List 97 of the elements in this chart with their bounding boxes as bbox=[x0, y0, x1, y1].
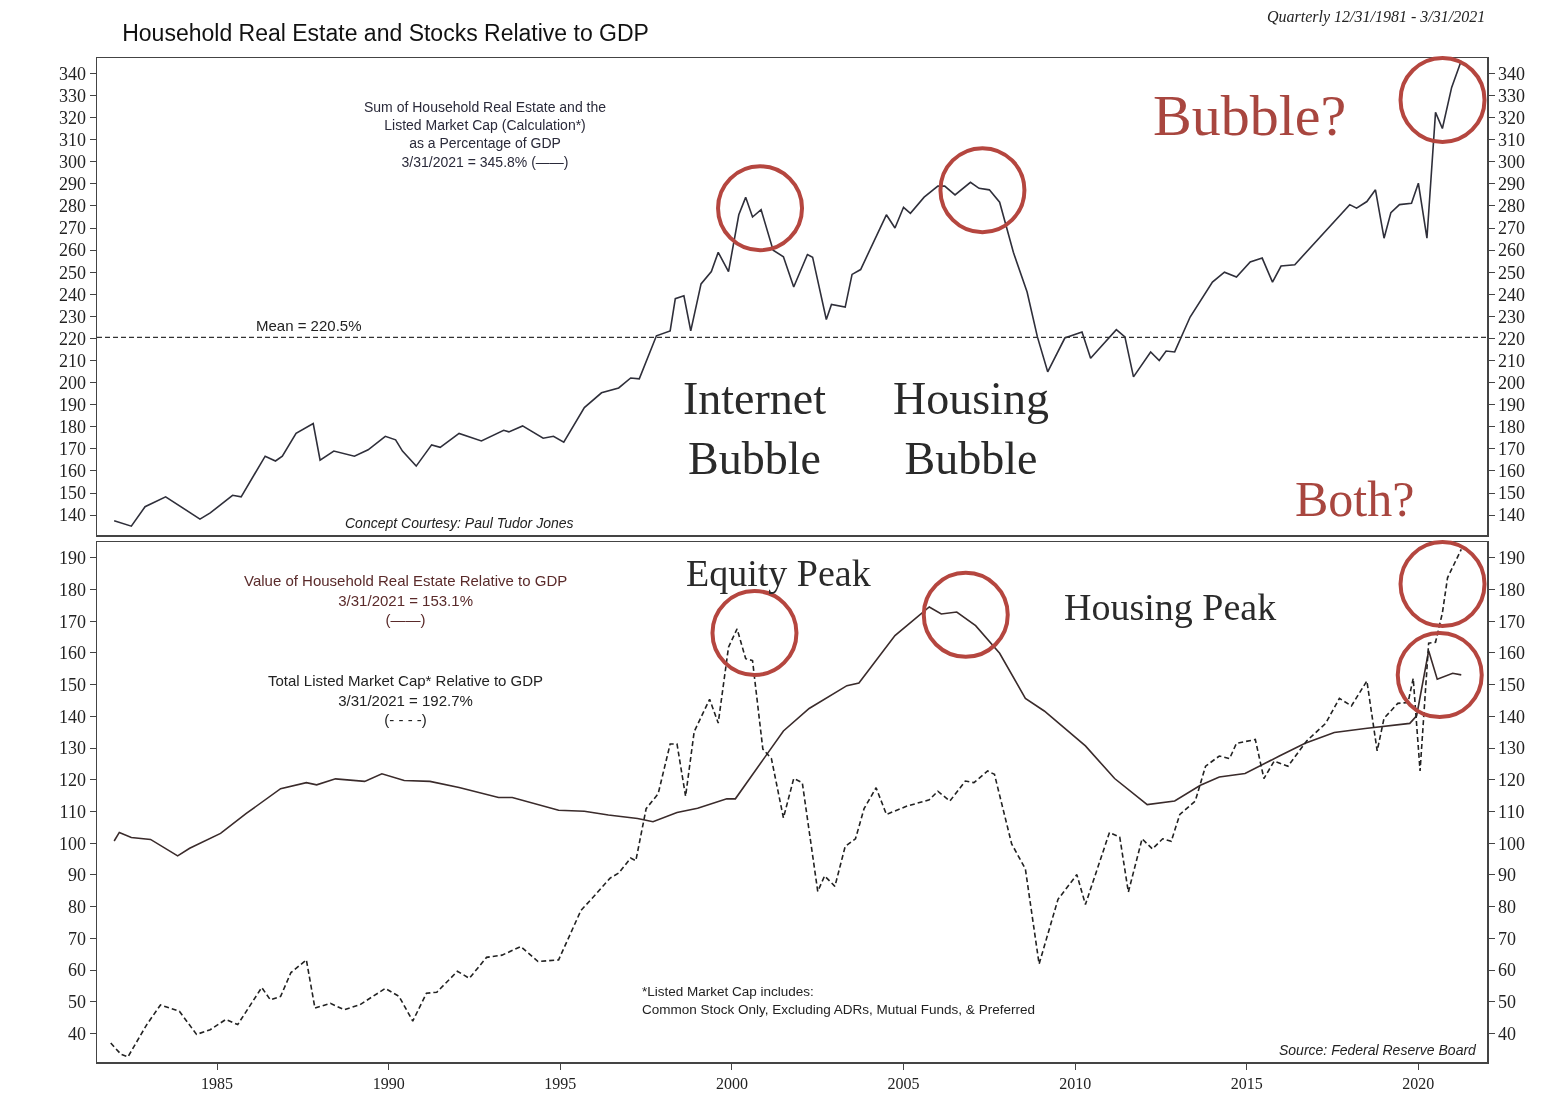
annotation: Housing Peak bbox=[1064, 586, 1277, 628]
y-tick-label: 140 bbox=[58, 505, 86, 526]
annotation: Source: Federal Reserve Board bbox=[1279, 1042, 1478, 1058]
y-tick-label: 180 bbox=[58, 417, 86, 438]
y2-tick-label: 290 bbox=[1498, 174, 1526, 195]
y2-tick-label: 220 bbox=[1498, 328, 1526, 349]
y2-tick-label: 170 bbox=[1498, 439, 1526, 460]
y-tick-label: 260 bbox=[58, 240, 86, 261]
y-tick-label: 140 bbox=[58, 706, 86, 727]
x-tick-label: 1990 bbox=[372, 1074, 405, 1092]
y-tick-label: 250 bbox=[58, 262, 86, 283]
y-tick-label: 190 bbox=[58, 548, 86, 569]
y2-tick-label: 150 bbox=[1498, 483, 1526, 504]
y-tick-label: 90 bbox=[67, 865, 86, 886]
x-tick-label: 1995 bbox=[544, 1074, 577, 1092]
annotation: Internet Bubble bbox=[683, 373, 827, 484]
y2-tick-label: 170 bbox=[1498, 611, 1526, 632]
y-tick-label: 240 bbox=[58, 284, 86, 305]
y2-tick-label: 130 bbox=[1498, 738, 1526, 759]
y2-tick-label: 200 bbox=[1498, 372, 1526, 393]
y2-tick-label: 100 bbox=[1498, 833, 1526, 854]
chart-subtitle: Quarterly 12/31/1981 - 3/31/2021 bbox=[1267, 8, 1486, 26]
y2-tick-label: 160 bbox=[1498, 461, 1526, 482]
x-tick-label: 1985 bbox=[201, 1074, 234, 1092]
y2-tick-label: 60 bbox=[1498, 960, 1517, 981]
y-tick-label: 290 bbox=[58, 174, 86, 195]
x-tick-label: 2005 bbox=[887, 1074, 920, 1092]
y2-tick-label: 110 bbox=[1498, 801, 1525, 822]
y2-tick-label: 90 bbox=[1498, 865, 1517, 886]
x-tick-label: 2020 bbox=[1402, 1074, 1435, 1092]
y2-tick-label: 340 bbox=[1498, 63, 1526, 84]
annotation: Value of Household Real Estate Relative to GDP 3/31/2021 = 153.1% (——) bbox=[244, 572, 568, 628]
y2-tick-label: 190 bbox=[1498, 548, 1526, 569]
y2-tick-label: 150 bbox=[1498, 674, 1526, 695]
x-tick-label: 2015 bbox=[1230, 1074, 1263, 1092]
y2-tick-label: 230 bbox=[1498, 306, 1526, 327]
y-tick-label: 300 bbox=[58, 152, 86, 173]
annotation: Sum of Household Real Estate and the Listed Market Cap (Calculation*) as a Percentage of GDP 3/31/2021 = 345.8% (——) bbox=[364, 99, 607, 170]
y2-tick-label: 70 bbox=[1498, 928, 1517, 949]
y2-tick-label: 270 bbox=[1498, 218, 1526, 239]
y2-tick-label: 240 bbox=[1498, 284, 1526, 305]
x-tick-label: 2010 bbox=[1059, 1074, 1092, 1092]
y-tick-label: 110 bbox=[59, 801, 86, 822]
y-tick-label: 130 bbox=[58, 738, 86, 759]
y2-tick-label: 160 bbox=[1498, 643, 1526, 664]
annotation: *Listed Market Cap includes: Common Stock Only, Excluding ADRs, Mutual Funds, & Preferred bbox=[642, 984, 1035, 1017]
y-tick-label: 80 bbox=[67, 896, 86, 917]
y2-tick-label: 140 bbox=[1498, 505, 1526, 526]
ref-line-label: Mean = 220.5% bbox=[256, 317, 362, 334]
annotation: Equity Peak bbox=[686, 552, 871, 594]
y-tick-label: 60 bbox=[67, 960, 86, 981]
y-tick-label: 160 bbox=[58, 643, 86, 664]
y2-tick-label: 180 bbox=[1498, 579, 1526, 600]
y-tick-label: 340 bbox=[58, 63, 86, 84]
annotation: Total Listed Market Cap* Relative to GDP 3/31/2021 = 192.7% (- - - -) bbox=[268, 672, 544, 728]
y-tick-label: 270 bbox=[58, 218, 86, 239]
y-tick-label: 40 bbox=[67, 1023, 86, 1044]
y-tick-label: 190 bbox=[58, 395, 86, 416]
y-tick-label: 170 bbox=[58, 439, 86, 460]
y2-tick-label: 280 bbox=[1498, 196, 1526, 217]
y2-tick-label: 40 bbox=[1498, 1023, 1517, 1044]
y-tick-label: 160 bbox=[58, 461, 86, 482]
y2-tick-label: 310 bbox=[1498, 130, 1526, 151]
x-tick-label: 2000 bbox=[715, 1074, 748, 1092]
annotation: Bubble? bbox=[1153, 83, 1347, 148]
y2-tick-label: 80 bbox=[1498, 896, 1517, 917]
y-tick-label: 150 bbox=[58, 674, 86, 695]
annotation: Concept Courtesy: Paul Tudor Jones bbox=[345, 515, 574, 531]
y-tick-label: 220 bbox=[58, 328, 86, 349]
y2-tick-label: 120 bbox=[1498, 770, 1526, 791]
y-tick-label: 150 bbox=[58, 483, 86, 504]
chart-title: Household Real Estate and Stocks Relative to GDP bbox=[122, 20, 649, 47]
y-tick-label: 50 bbox=[67, 992, 86, 1013]
y-tick-label: 310 bbox=[58, 130, 86, 151]
y2-tick-label: 180 bbox=[1498, 417, 1526, 438]
y2-tick-label: 300 bbox=[1498, 152, 1526, 173]
y-tick-label: 280 bbox=[58, 196, 86, 217]
y-tick-label: 330 bbox=[58, 85, 86, 106]
y-tick-label: 70 bbox=[67, 928, 86, 949]
y2-tick-label: 190 bbox=[1498, 395, 1526, 416]
y-tick-label: 320 bbox=[58, 107, 86, 128]
y2-tick-label: 250 bbox=[1498, 262, 1526, 283]
y-tick-label: 120 bbox=[58, 770, 86, 791]
y-tick-label: 210 bbox=[58, 350, 86, 371]
y2-tick-label: 330 bbox=[1498, 85, 1526, 106]
y2-tick-label: 210 bbox=[1498, 350, 1526, 371]
y-tick-label: 170 bbox=[58, 611, 86, 632]
y2-tick-label: 50 bbox=[1498, 992, 1517, 1013]
annotation: Housing Bubble bbox=[893, 373, 1049, 484]
y-tick-label: 100 bbox=[58, 833, 86, 854]
y-tick-label: 200 bbox=[58, 372, 86, 393]
y-tick-label: 230 bbox=[58, 306, 86, 327]
annotation: Both? bbox=[1295, 471, 1415, 527]
y2-tick-label: 260 bbox=[1498, 240, 1526, 261]
y2-tick-label: 320 bbox=[1498, 107, 1526, 128]
y-tick-label: 180 bbox=[58, 579, 86, 600]
y2-tick-label: 140 bbox=[1498, 706, 1526, 727]
